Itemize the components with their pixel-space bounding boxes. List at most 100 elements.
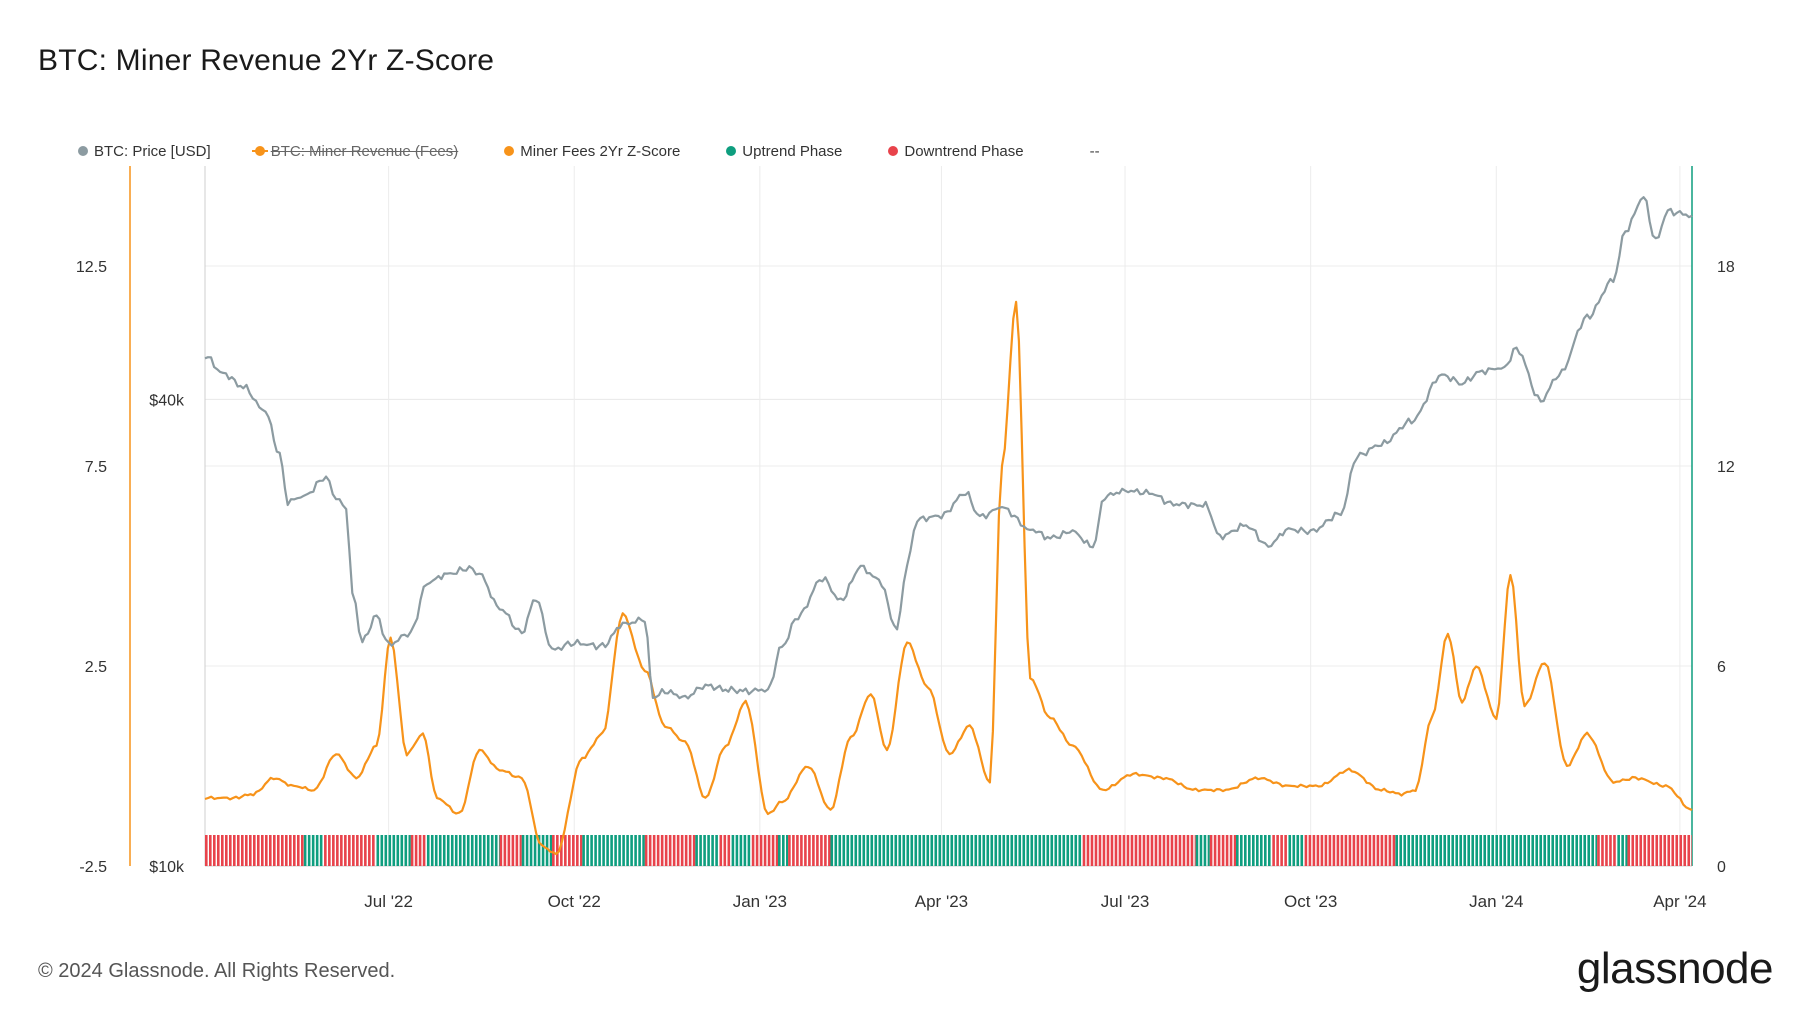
down-phase-bar <box>580 835 583 866</box>
up-phase-bar <box>886 835 890 866</box>
glassnode-logo[interactable]: glassnode <box>1576 944 1774 993</box>
down-phase-bar <box>340 835 343 866</box>
up-phase-bar <box>711 835 714 866</box>
z-score-tick-label: 12.5 <box>76 259 107 276</box>
up-phase-bar <box>1074 835 1078 866</box>
legend-item-downtrend[interactable]: Downtrend Phase <box>888 143 1024 160</box>
up-phase-bar <box>1483 835 1487 866</box>
up-phase-bar <box>1022 835 1026 866</box>
down-phase-bar <box>1178 835 1182 866</box>
up-phase-bar <box>1292 835 1296 866</box>
down-phase-bar <box>808 835 811 866</box>
down-phase-bar <box>281 835 284 866</box>
up-phase-bar <box>707 835 710 866</box>
down-phase-bar <box>1174 835 1178 866</box>
down-phase-bar <box>519 835 522 866</box>
down-phase-bar <box>297 835 300 866</box>
axes <box>129 166 1693 867</box>
up-phase-bar <box>634 835 637 866</box>
down-phase-bar <box>804 835 807 866</box>
down-phase-bar <box>293 835 296 866</box>
legend-item-price[interactable]: BTC: Price [USD] <box>78 143 211 160</box>
up-phase-bar <box>438 835 442 866</box>
legend-label-uptrend: Uptrend Phase <box>742 142 843 160</box>
up-phase-bar <box>1503 835 1507 866</box>
up-phase-bar <box>458 835 462 866</box>
up-phase-bar <box>311 835 315 866</box>
down-phase-bar <box>1086 835 1090 866</box>
up-phase-bar <box>430 835 434 866</box>
down-phase-bar <box>660 835 664 866</box>
z-score-tick-label: 2.5 <box>85 659 107 676</box>
down-phase-bar <box>751 835 755 866</box>
up-phase-bar <box>1403 835 1407 866</box>
down-phase-bar <box>1364 835 1368 866</box>
up-phase-bar <box>1399 835 1403 866</box>
down-phase-bar <box>1280 835 1283 866</box>
up-phase-bar <box>1507 835 1511 866</box>
down-phase-bar <box>1639 835 1643 866</box>
chart-title: BTC: Miner Revenue 2Yr Z-Score <box>38 44 495 77</box>
up-phase-bar <box>598 835 601 866</box>
up-phase-bar <box>1407 835 1411 866</box>
up-phase-bar <box>498 835 500 866</box>
down-phase-bar <box>515 835 519 866</box>
down-phase-bar <box>763 835 767 866</box>
up-phase-bar <box>478 835 482 866</box>
down-phase-bar <box>233 835 236 866</box>
down-phase-bar <box>1138 835 1142 866</box>
right-tick-label: 18 <box>1717 259 1735 276</box>
up-phase-bar <box>426 835 430 866</box>
up-phase-bar <box>1463 835 1467 866</box>
down-phase-bar <box>1158 835 1162 866</box>
down-phase-bar <box>1372 835 1376 866</box>
down-phase-bar <box>499 835 503 866</box>
up-phase-bar <box>1415 835 1419 866</box>
down-phase-bar <box>552 835 555 866</box>
up-phase-bar <box>392 835 396 866</box>
up-phase-bar <box>1439 835 1443 866</box>
up-phase-bar <box>1423 835 1427 866</box>
legend-item-uptrend[interactable]: Uptrend Phase <box>726 143 842 160</box>
up-phase-bar <box>1451 835 1455 866</box>
up-phase-bar <box>404 835 408 866</box>
legend-extra[interactable]: -- <box>1089 142 1100 160</box>
legend-dot-downtrend-icon <box>888 146 899 156</box>
down-phase-bar <box>820 835 823 866</box>
legend-item-miner-revenue[interactable]: BTC: Miner Revenue (Fees) <box>251 143 458 160</box>
down-phase-bar <box>285 835 288 866</box>
up-phase-bar <box>1046 835 1050 866</box>
up-phase-bar <box>1300 835 1304 866</box>
up-phase-bar <box>938 835 942 866</box>
down-phase-bar <box>1671 835 1675 866</box>
up-phase-bar <box>1411 835 1415 866</box>
up-phase-bar <box>747 835 751 866</box>
right-tick-label: 6 <box>1717 659 1726 676</box>
up-phase-bar <box>442 835 446 866</box>
up-phase-bar <box>910 835 914 866</box>
up-phase-bar <box>586 835 589 866</box>
x-tick-label: Jul '22 <box>364 892 413 911</box>
up-phase-bar <box>1050 835 1054 866</box>
down-phase-bar <box>1324 835 1328 866</box>
down-phase-bar <box>1344 835 1348 866</box>
legend-item-zscore[interactable]: Miner Fees 2Yr Z-Score <box>504 143 680 160</box>
down-phase-bar <box>1134 835 1138 866</box>
down-phase-bar <box>1352 835 1356 866</box>
down-phase-bar <box>1229 835 1233 866</box>
up-phase-bar <box>739 835 743 866</box>
up-phase-bar <box>446 835 450 866</box>
up-phase-bar <box>1487 835 1491 866</box>
down-phase-bar <box>828 835 831 866</box>
phase-bars <box>205 835 1692 866</box>
price-tick-label: $40k <box>149 392 185 409</box>
down-phase-bar <box>352 835 355 866</box>
down-phase-bar <box>568 835 571 866</box>
legend-dot-price-icon <box>78 146 88 156</box>
down-phase-bar <box>1631 835 1635 866</box>
down-phase-bar <box>1679 835 1683 866</box>
down-phase-bar <box>336 835 339 866</box>
up-phase-bar <box>1467 835 1471 866</box>
up-phase-bar <box>1248 835 1251 866</box>
